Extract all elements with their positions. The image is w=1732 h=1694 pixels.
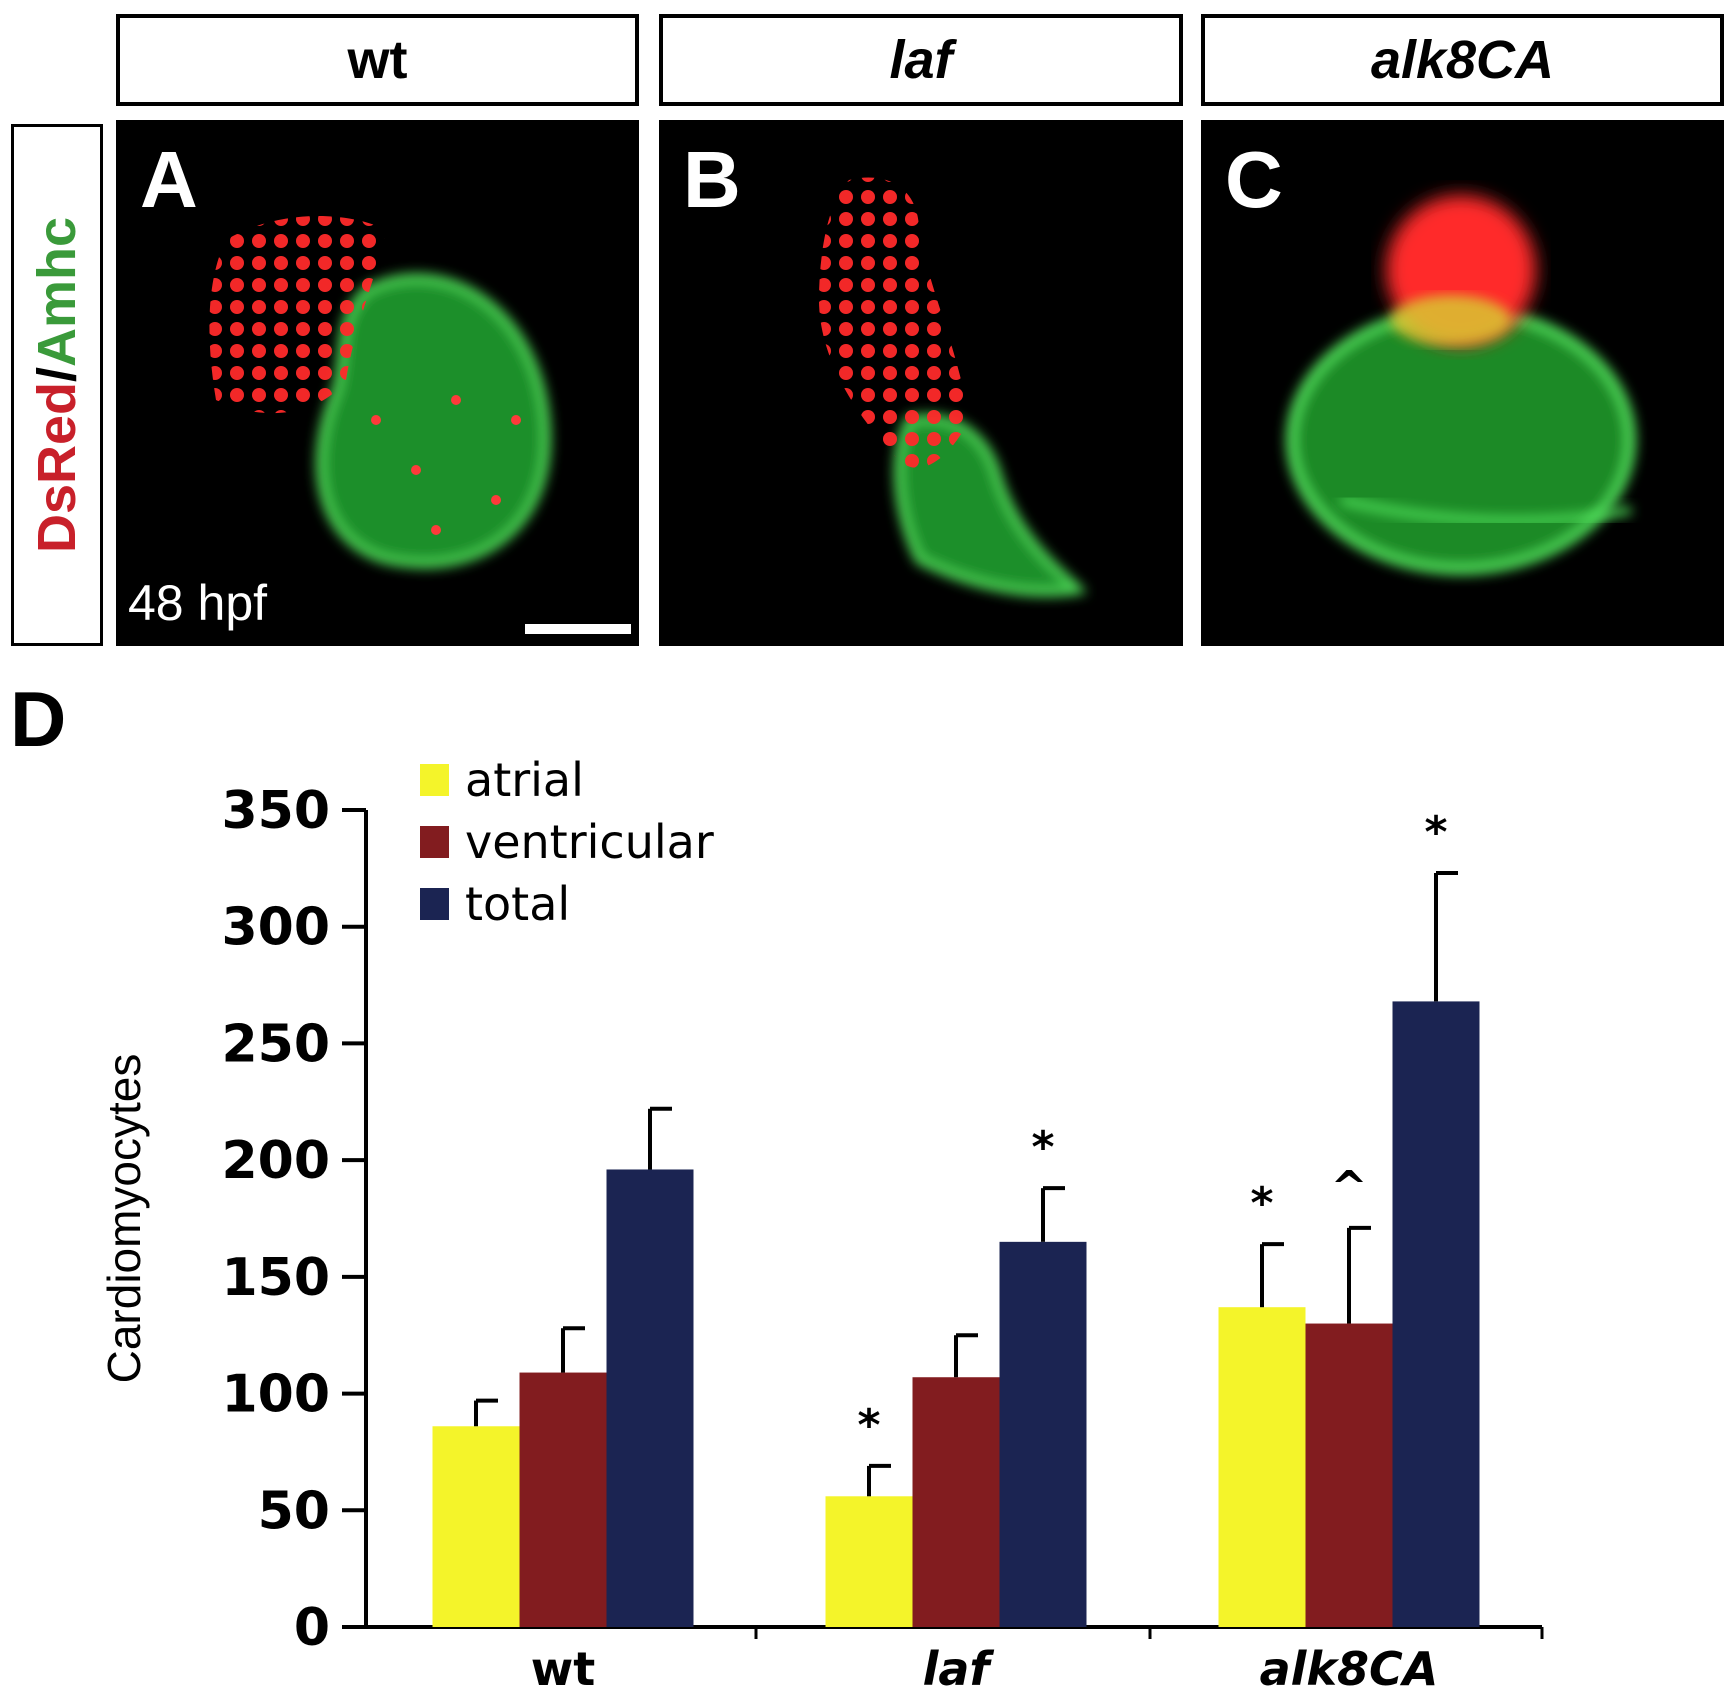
y-tick-label: 0 <box>294 1598 330 1658</box>
significance-mark: * <box>1424 807 1447 858</box>
legend-label-atrial: atrial <box>465 753 584 807</box>
heart-image-c <box>1286 195 1636 575</box>
header-laf: laf <box>659 14 1183 106</box>
y-tick-label: 50 <box>258 1481 330 1541</box>
scale-bar <box>525 624 631 634</box>
bar-atrial-wt <box>432 1426 520 1627</box>
y-axis-label: Cardiomyocytes <box>98 1054 150 1384</box>
x-tick-label: laf <box>923 1642 995 1694</box>
y-tick-label: 300 <box>221 898 330 958</box>
heart-image-b <box>819 177 1088 597</box>
bar-atrial-alk8CA <box>1218 1307 1306 1627</box>
legend-swatch-total <box>420 888 449 920</box>
header-alk8ca: alk8CA <box>1201 14 1724 106</box>
bar-total-alk8CA <box>1392 1001 1480 1627</box>
x-tick-label: alk8CA <box>1260 1642 1439 1694</box>
significance-mark: * <box>857 1400 880 1451</box>
legend-swatch-atrial <box>420 764 449 796</box>
legend-label-ventricular: ventricular <box>465 815 714 869</box>
y-tick-label: 200 <box>221 1131 330 1191</box>
header-wt: wt <box>116 14 639 106</box>
bar-ventricular-wt <box>519 1372 607 1627</box>
y-tick-label: 350 <box>221 781 330 841</box>
stain-label-box: DsRed/Amhc <box>11 124 103 646</box>
bar-ventricular-laf <box>912 1377 1000 1627</box>
panel-label-b: B <box>683 135 741 224</box>
stain-label: DsRed/Amhc <box>26 217 88 553</box>
legend-swatch-ventricular <box>420 826 449 858</box>
bar-ventricular-alk8CA <box>1305 1323 1393 1627</box>
y-tick-label: 100 <box>221 1365 330 1425</box>
panel-label-d: D <box>10 675 67 763</box>
bar-total-wt <box>606 1169 694 1627</box>
significance-mark: ^ <box>1331 1162 1368 1213</box>
micrograph-panel-a: A 48 hpf <box>116 120 639 646</box>
heart-image-a <box>209 216 551 569</box>
bar-chart: 0 50 100 150 200 250 300 350 Cardiomyocytes wt * * l… <box>98 753 1544 1694</box>
micrograph-panel-c: C <box>1201 120 1724 646</box>
stain-amhc: Amhc <box>27 216 87 367</box>
panel-label-c: C <box>1225 135 1283 224</box>
panel-label-a: A <box>140 135 198 224</box>
stain-separator: / <box>27 366 87 382</box>
stain-dsred: DsRed <box>27 382 87 554</box>
micrograph-panel-b: B <box>659 120 1183 646</box>
y-tick-label: 250 <box>221 1014 330 1074</box>
legend-label-total: total <box>465 877 570 931</box>
y-tick-label: 150 <box>221 1248 330 1308</box>
bar-atrial-laf <box>825 1496 913 1627</box>
stage-label: 48 hpf <box>128 575 268 631</box>
bar-total-laf <box>999 1241 1087 1627</box>
x-tick-label: wt <box>531 1642 596 1694</box>
significance-mark: * <box>1250 1178 1273 1229</box>
significance-mark: * <box>1031 1122 1054 1173</box>
